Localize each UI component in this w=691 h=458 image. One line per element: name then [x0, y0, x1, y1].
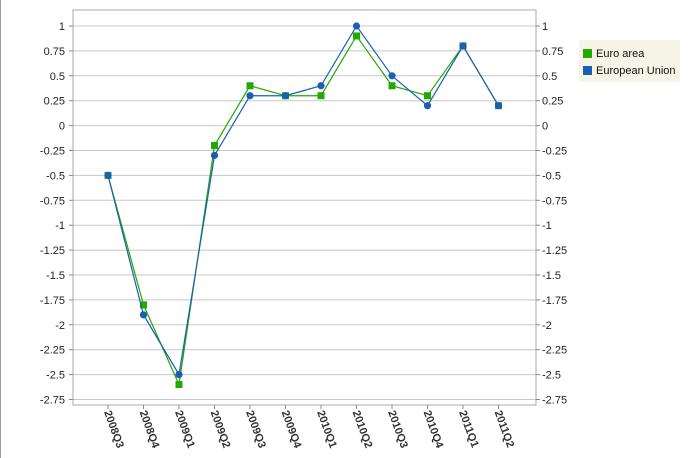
- y-tick-label-left: -1: [55, 220, 65, 232]
- y-tick-label-right: -1: [542, 220, 552, 232]
- y-tick-label-right: 0.25: [542, 96, 563, 108]
- legend-swatch-euro-area: [583, 49, 592, 58]
- series-euro-area: [104, 32, 502, 389]
- data-point-circle: [246, 92, 254, 100]
- x-tick-label: 2010Q1: [314, 409, 339, 450]
- y-tick-label-left: -1.25: [40, 245, 65, 257]
- data-point-square: [388, 82, 396, 90]
- legend: Euro area European Union: [579, 40, 680, 82]
- data-point-circle: [104, 171, 112, 179]
- x-tick-label: 2011Q1: [456, 409, 480, 449]
- y-tick-label-right: 0: [542, 121, 548, 133]
- gridlines: [73, 25, 536, 400]
- y-tick-label-left: 0.75: [44, 46, 65, 58]
- y-tick-label-right: 1: [542, 21, 548, 33]
- y-tick-label-left: -2.5: [46, 370, 65, 382]
- x-tick-label: 2010Q3: [385, 409, 410, 450]
- x-tick-label: 2010Q4: [421, 409, 446, 451]
- y-tick-label-left: -1.75: [40, 295, 65, 307]
- data-point-square: [353, 32, 360, 40]
- legend-label-euro-area: Euro area: [596, 47, 645, 60]
- y-tick-label-right: -1.5: [542, 270, 561, 282]
- x-tick-label: 2009Q1: [172, 409, 197, 450]
- y-tick-label-right: -0.25: [542, 146, 567, 158]
- data-point-square: [175, 381, 183, 389]
- y-tick-label-right: -2.5: [542, 370, 561, 382]
- x-tick-label: 2010Q2: [350, 409, 375, 450]
- y-tick-label-right: -0.75: [542, 195, 567, 207]
- y-tick-label-left: 0.25: [44, 96, 65, 108]
- data-point-square: [211, 142, 218, 150]
- y-tick-label-right: -2.25: [542, 345, 567, 357]
- x-tick-label: 2009Q4: [279, 409, 304, 451]
- data-point-circle: [210, 151, 219, 160]
- data-point-circle: [423, 102, 432, 110]
- x-tick-label: 2008Q4: [137, 409, 162, 451]
- series-line: [107, 34, 500, 387]
- legend-label-european-union: European Union: [596, 64, 676, 77]
- y-tick-label-left: 0: [59, 121, 65, 133]
- y-tick-label-left: 0.5: [50, 71, 65, 83]
- x-tick-label: 2009Q3: [243, 409, 268, 450]
- data-point-square: [246, 82, 254, 90]
- data-point-square: [317, 92, 325, 100]
- y-tick-label-left: -2.25: [40, 345, 65, 357]
- legend-item-european-union[interactable]: European Union: [579, 62, 680, 79]
- series-european-union: [104, 22, 503, 379]
- y-tick-label-left: -0.5: [46, 170, 65, 182]
- y-tick-label-right: 0.5: [542, 71, 557, 83]
- y-tick-label-right: -0.5: [542, 170, 561, 182]
- legend-swatch-european-union: [583, 66, 592, 75]
- series-line: [107, 24, 500, 377]
- y-tick-label-left: -2.75: [40, 395, 65, 407]
- x-axis-labels: 2008Q3 2008Q4 2009Q1 2009Q2 2009Q3 2009Q4 2010…: [101, 409, 516, 451]
- data-point-square: [424, 92, 431, 100]
- y-axis-left-labels: 1 0.75 0.5 0.25 0 -0.25 -0.5 -0.75 -1 -1.25 -1.5 -1…: [40, 21, 65, 407]
- data-point-circle: [139, 311, 148, 319]
- data-point-circle: [281, 92, 290, 100]
- data-point-circle: [388, 72, 396, 80]
- y-tick-label-left: -0.75: [40, 195, 65, 207]
- data-point-circle: [317, 82, 325, 90]
- y-tick-label-left: -2: [55, 320, 65, 332]
- data-point-circle: [494, 102, 503, 110]
- y-tick-label-left: -0.25: [40, 146, 65, 158]
- data-point-circle: [352, 22, 361, 30]
- plot-border: [72, 9, 537, 406]
- y-tick-label-left: -1.5: [46, 270, 65, 282]
- data-point-circle: [175, 371, 183, 379]
- y-tick-label-right: -1.75: [542, 295, 567, 307]
- data-point-square: [140, 301, 147, 309]
- y-tick-label-left: 1: [59, 21, 65, 33]
- x-tick-label: 2008Q3: [101, 409, 126, 450]
- y-tick-label-right: -2: [542, 320, 552, 332]
- y-tick-label-right: -1.25: [542, 245, 567, 257]
- data-point-circle: [459, 42, 467, 50]
- series-lines: [104, 22, 503, 389]
- y-tick-label-right: -2.75: [542, 395, 567, 407]
- y-axis-right-labels: 1 0.75 0.5 0.25 0 -0.25 -0.5 -0.75 -1 -1.25 -1.5 -1…: [542, 21, 567, 407]
- x-tick-label: 2009Q2: [208, 409, 233, 450]
- legend-item-euro-area[interactable]: Euro area: [579, 45, 680, 62]
- y-tick-label-right: 0.75: [542, 46, 563, 58]
- x-tick-label: 2011Q2: [492, 409, 516, 449]
- axes: [69, 9, 540, 409]
